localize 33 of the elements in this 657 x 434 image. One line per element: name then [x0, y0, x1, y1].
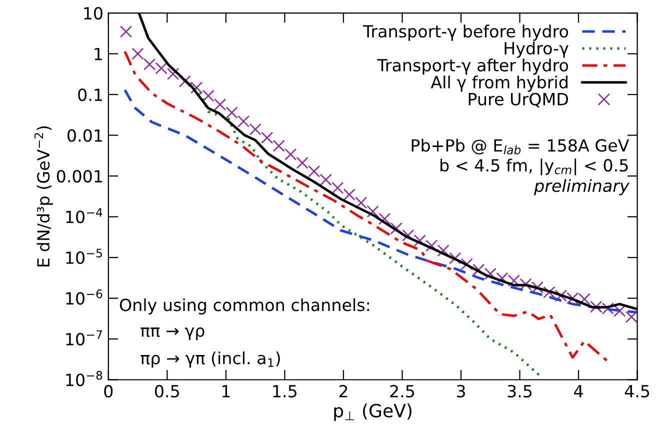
y-tick-label: 0.1 [78, 88, 102, 102]
x-tick-label: 4 [574, 385, 583, 398]
y-tick-label: 0.01 [68, 129, 102, 142]
x-axis-title: p$_{⊥}$ (GeV) [334, 404, 412, 421]
x-tick-label: 3 [456, 384, 465, 398]
y-tick-label: 10$^{−5}$ [66, 248, 102, 264]
annotation: Only using common channels: [120, 298, 369, 314]
legend-label: Transport-γ after hydro [377, 58, 568, 75]
y-tick-label: 10$^{−8}$ [66, 370, 102, 386]
x-tick-label: 1.5 [273, 385, 296, 398]
x-tick-label: 2 [339, 384, 348, 398]
annotation: Pb+Pb @ E$_{lab}$ = 158A GeV [412, 138, 630, 154]
legend-label: All γ from hybrid [430, 76, 568, 92]
y-tick-label: 10$^{−4}$ [66, 208, 102, 224]
legend-label: Transport-γ before hydro [362, 24, 568, 41]
y-tick-label: 1 [94, 48, 102, 60]
y-tick-label: 10$^{−6}$ [66, 289, 102, 305]
x-tick-label: 2.5 [390, 384, 414, 398]
x-tick-label: 0 [104, 384, 113, 398]
y-tick-label: 0.001 [56, 170, 102, 183]
y-tick-label: 10 [84, 6, 102, 20]
annotation: b < 4.5 fm, |y$_{cm}$| < 0.5 [440, 158, 628, 176]
annotation: ππ → γρ [140, 327, 204, 340]
annotation: preliminary [534, 179, 630, 196]
legend-label: Pure UrQMD [468, 92, 568, 108]
x-tick-label: 4.5 [624, 385, 650, 398]
y-tick-label: 10$^{−7}$ [66, 330, 102, 346]
annotation: πρ → γπ (incl. a$_{1}$) [140, 351, 280, 368]
legend-label: Hydro-γ [504, 42, 568, 58]
y-axis-title: E dN/d³p (GeV$^{−2}$) [34, 126, 53, 266]
x-tick-label: 3.5 [508, 384, 532, 398]
x-tick-label: 0.5 [155, 384, 179, 398]
x-tick-label: 1 [222, 385, 230, 398]
